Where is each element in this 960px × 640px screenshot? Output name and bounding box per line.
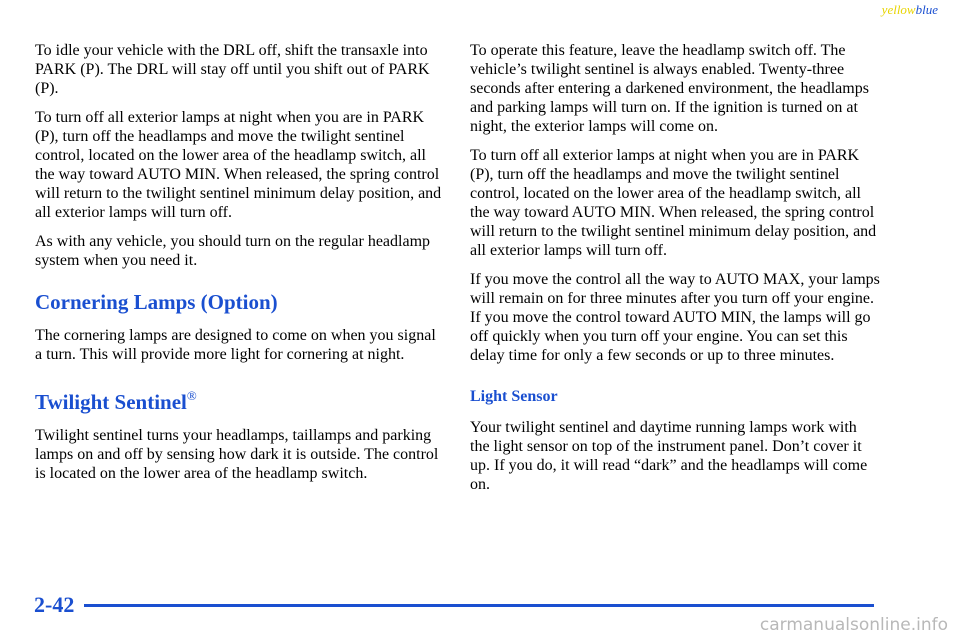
paragraph: To turn off all exterior lamps at night … — [470, 147, 877, 259]
right-column: To operate this feature, leave the headl… — [470, 41, 880, 504]
paragraph: Your twilight sentinel and daytime runni… — [470, 419, 868, 493]
heading: Twilight Sentinel® — [35, 384, 445, 414]
paragraph: To operate this feature, leave the headl… — [470, 42, 869, 135]
left-column: To idle your vehicle with the DRL off, s… — [35, 41, 445, 493]
subheading: Light Sensor — [470, 388, 558, 405]
paragraph: The cornering lamps are designed to come… — [35, 327, 436, 363]
heading-text: Twilight Sentinel — [35, 390, 187, 414]
paragraph: To turn off all exterior lamps at night … — [35, 109, 442, 221]
registered-mark: ® — [186, 388, 197, 403]
paragraph: As with any vehicle, you should turn on … — [35, 233, 431, 269]
heading: Cornering Lamps (Option) — [35, 290, 278, 314]
paragraph: If you move the control all the way to A… — [470, 271, 880, 364]
watermark: carmanualsonline.info — [759, 615, 948, 635]
header-blue: blue — [915, 2, 938, 17]
header: yellowblue — [882, 2, 938, 18]
header-yellow: yellow — [881, 2, 916, 17]
footer-rule — [84, 604, 874, 607]
page-number: 2-42 — [34, 592, 75, 617]
paragraph: Twilight sentinel turns your headlamps, … — [35, 427, 439, 482]
paragraph: To idle your vehicle with the DRL off, s… — [35, 42, 430, 97]
